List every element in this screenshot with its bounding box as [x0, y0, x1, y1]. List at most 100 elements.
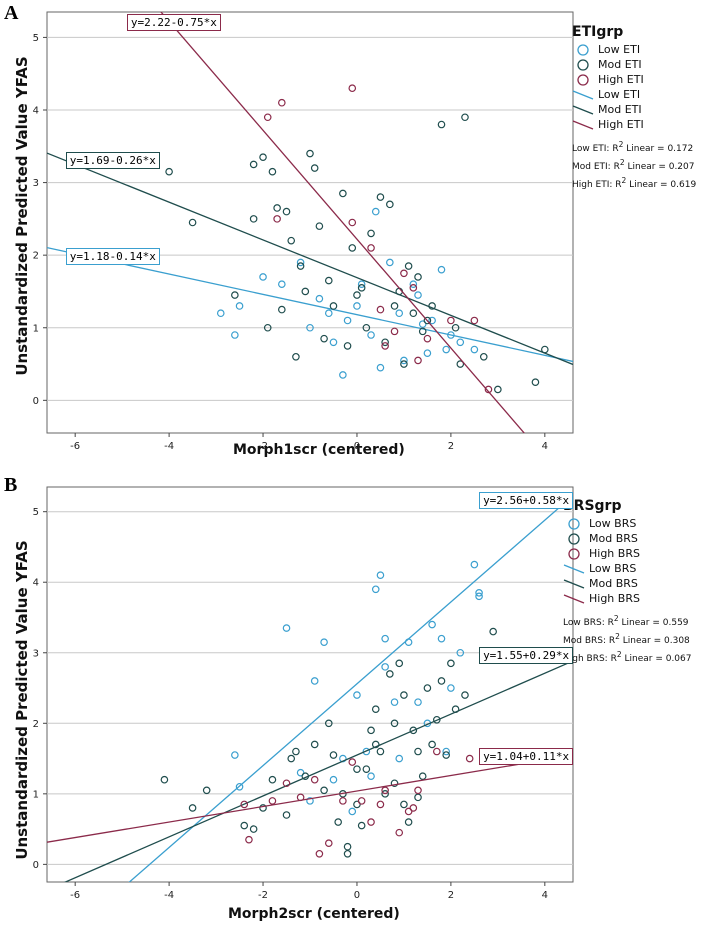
panel-a-point-mod-eti	[494, 385, 502, 394]
panel-a-fit-line-mod-eti	[47, 152, 573, 366]
panel-a-x-tick-label: 4	[542, 441, 548, 452]
panel-b-point-high-brs	[324, 839, 333, 848]
panel-a-point-low-eti	[470, 345, 479, 354]
panel-b-point-low-brs	[404, 638, 413, 646]
panel-a-point-low-eti	[376, 363, 385, 372]
panel-b-x-tick-label: 4	[542, 890, 548, 901]
panel-b-point-low-brs	[371, 585, 380, 594]
panel-a-point-mod-eti	[268, 167, 277, 176]
legend-line-high: High BRS	[563, 591, 692, 606]
panel-a-point-mod-eti	[278, 305, 286, 314]
panel-a-point-low-eti	[278, 280, 286, 288]
panel-b-label: B	[4, 474, 18, 496]
panel-b-x-axis-title: Morph2scr (centered)	[228, 906, 400, 922]
panel-a-point-high-eti	[381, 342, 389, 350]
panel-a-point-mod-eti	[282, 207, 291, 216]
panel-b-point-mod-brs	[367, 726, 375, 735]
panel-a-point-mod-eti	[249, 160, 258, 169]
panel-a-point-high-eti	[484, 385, 493, 394]
panel-a-point-high-eti	[390, 327, 399, 336]
panel-b-point-low-brs	[282, 624, 291, 632]
panel-a-point-mod-eti	[362, 323, 371, 332]
panel-b-point-low-brs	[353, 691, 361, 699]
panel-a-plot-frame	[46, 11, 574, 434]
legend-label: High BRS	[589, 592, 640, 605]
panel-a-label: A	[4, 2, 19, 24]
panel-a-point-mod-eti	[437, 120, 446, 129]
panel-b-point-low-brs	[475, 592, 483, 601]
panel-a-point-low-eti	[357, 280, 366, 288]
legend-line-low: Low BRS	[563, 561, 692, 576]
panel-a-point-high-eti	[423, 334, 432, 343]
panel-a-x-tick-label: 0	[354, 441, 360, 452]
panel-a-x-axis-title: Morph1scr (centered)	[233, 442, 405, 458]
panel-b-point-mod-brs	[282, 811, 291, 819]
panel-b-point-low-brs	[381, 663, 389, 671]
panel-a-point-mod-eti	[428, 302, 436, 310]
panel-a-point-low-eti	[329, 338, 338, 347]
panel-a-point-mod-eti	[400, 360, 408, 368]
panel-b-point-low-brs	[470, 560, 479, 569]
circle-marker-icon	[572, 73, 594, 87]
panel-a-fit-line-low-eti	[47, 246, 573, 363]
panel-a-point-mod-eti	[461, 113, 469, 122]
panel-b-point-mod-brs	[381, 790, 389, 798]
panel-b-point-low-brs	[390, 698, 399, 706]
panel-a-point-mod-eti	[404, 262, 413, 270]
panel-b-point-high-brs	[348, 758, 357, 766]
panel-b-point-low-brs	[348, 807, 357, 816]
r2-high: High BRS: R2 Linear = 0.067	[563, 650, 692, 664]
panel-b-point-mod-brs	[371, 740, 380, 749]
panel-b-point-mod-brs	[423, 684, 432, 692]
panel-a-point-high-eti	[348, 84, 357, 93]
panel-a-point-mod-eti	[287, 236, 296, 245]
panel-b-point-mod-brs	[353, 765, 361, 773]
panel-a-point-mod-eti	[423, 316, 432, 325]
panel-a-point-low-eti	[400, 356, 408, 365]
panel-a-point-low-eti	[231, 331, 239, 339]
panel-b-x-tick-label: 0	[354, 890, 360, 901]
panel-a-y-tick-label: 1	[33, 323, 39, 334]
panel-a-point-mod-eti	[301, 287, 310, 296]
line-marker-icon	[572, 118, 594, 132]
panel-b-point-mod-brs	[357, 821, 366, 830]
legend-point-low: Low ETI	[572, 42, 696, 57]
legend-point-low: Low BRS	[563, 516, 692, 531]
legend-line-high: High ETI	[572, 117, 696, 132]
panel-a-y-tick-label: 5	[33, 33, 39, 44]
legend-label: Low ETI	[598, 88, 641, 101]
panel-a-point-low-eti	[306, 323, 314, 332]
panel-a-point-low-eti	[447, 331, 455, 339]
legend-label: Mod BRS	[589, 577, 638, 590]
panel-a-y-tick-label: 3	[33, 178, 39, 189]
panel-b-point-mod-brs	[301, 772, 310, 780]
panel-b-point-high-brs	[357, 797, 366, 805]
panel-b-plot-frame	[46, 486, 574, 883]
panel-a-point-low-eti	[235, 302, 244, 310]
panel-a-point-low-eti	[343, 316, 352, 325]
panel-b-point-high-brs	[381, 786, 389, 795]
panel-b-equation-mod-brs: y=1.55+0.29*x	[479, 647, 574, 665]
panel-b-y-tick-label: 5	[33, 507, 39, 518]
panel-a-point-mod-eti	[386, 200, 394, 209]
panel-b-point-mod-brs	[160, 775, 169, 784]
panel-b-y-tick-label: 4	[33, 578, 39, 589]
panel-b-point-mod-brs	[418, 772, 427, 780]
panel-a-r2-list: Low ETI: R2 Linear = 0.172 Mod ETI: R2 L…	[572, 138, 696, 192]
panel-b-x-tick-label: -4	[164, 890, 174, 901]
panel-b-point-mod-brs	[310, 740, 319, 749]
panel-b-point-mod-brs	[268, 775, 277, 784]
circle-marker-icon	[572, 58, 594, 72]
panel-b-point-mod-brs	[249, 825, 258, 833]
legend-label: High ETI	[598, 73, 644, 86]
circle-marker-icon	[563, 517, 585, 531]
panel-b-point-mod-brs	[287, 754, 296, 763]
panel-a-point-low-eti	[324, 309, 333, 318]
panel-b-point-low-brs	[362, 747, 371, 756]
line-marker-icon	[563, 577, 585, 591]
panel-b-point-mod-brs	[433, 715, 441, 724]
panel-b-x-tick-label: 2	[448, 890, 454, 901]
panel-b-point-mod-brs	[259, 804, 267, 812]
panel-b-point-high-brs	[268, 797, 277, 805]
